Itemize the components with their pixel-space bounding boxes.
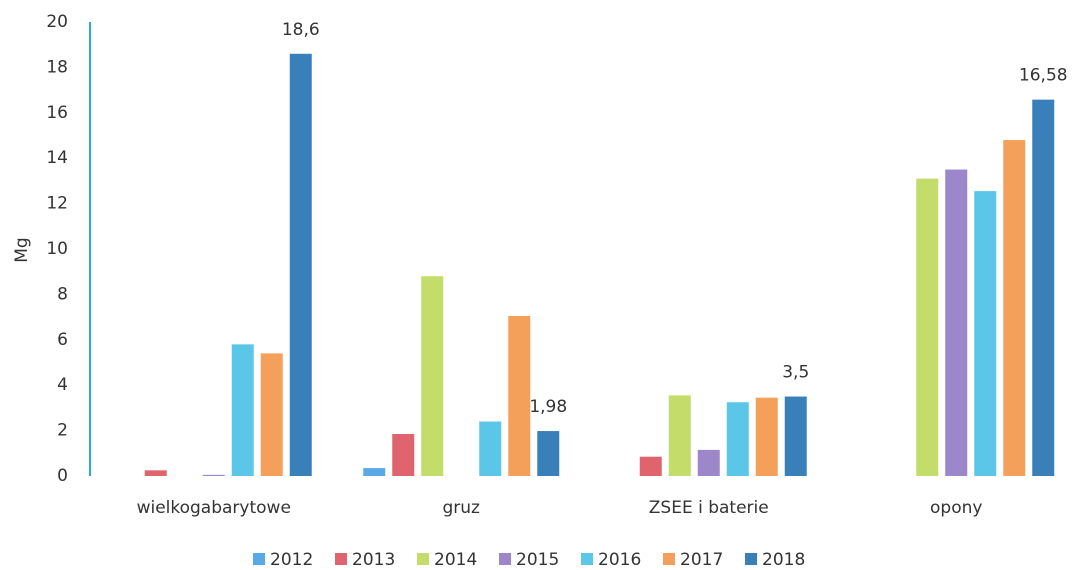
y-axis-label: Mg <box>12 237 32 262</box>
data-label: 3,5 <box>782 363 809 383</box>
bar <box>727 402 749 476</box>
bar <box>421 276 443 476</box>
bar <box>640 457 662 476</box>
bar <box>261 353 283 476</box>
bar <box>290 54 312 476</box>
data-label: 16,58 <box>1019 66 1068 86</box>
y-tick-label: 14 <box>46 148 68 168</box>
legend-swatch <box>663 553 675 565</box>
legend-swatch <box>253 553 265 565</box>
legend-label: 2013 <box>352 550 395 570</box>
bar <box>669 395 691 476</box>
data-label: 1,98 <box>529 397 567 417</box>
bar <box>363 468 385 476</box>
bar <box>945 170 967 476</box>
x-tick-label: ZSEE i baterie <box>649 498 769 518</box>
bar <box>785 397 807 476</box>
bar <box>537 431 559 476</box>
bar <box>479 422 501 476</box>
bar <box>756 398 778 476</box>
bar <box>508 316 530 476</box>
y-tick-label: 10 <box>46 239 68 259</box>
bar <box>1032 100 1054 476</box>
bar <box>392 434 414 476</box>
legend-label: 2016 <box>598 550 641 570</box>
y-tick-label: 20 <box>46 12 68 32</box>
y-tick-label: 16 <box>46 103 68 123</box>
y-tick-label: 4 <box>57 375 68 395</box>
legend-label: 2012 <box>270 550 313 570</box>
legend-label: 2014 <box>434 550 477 570</box>
y-tick-label: 8 <box>57 284 68 304</box>
bar <box>203 475 225 476</box>
legend-label: 2018 <box>762 550 805 570</box>
legend-swatch <box>335 553 347 565</box>
bar <box>232 344 254 476</box>
legend-swatch <box>417 553 429 565</box>
x-tick-label: opony <box>930 498 982 518</box>
y-tick-label: 0 <box>57 466 68 486</box>
x-tick-label: gruz <box>443 498 481 518</box>
bar <box>974 191 996 476</box>
chart: Mg 0 2 4 6 8 10 12 14 16 18 20 wielkogabarytowe 18,6… <box>0 0 1079 570</box>
legend-label: 2017 <box>680 550 723 570</box>
legend-swatch <box>499 553 511 565</box>
bar <box>916 179 938 476</box>
legend-swatch <box>745 553 757 565</box>
legend-swatch <box>581 553 593 565</box>
bar <box>1003 140 1025 476</box>
y-tick-label: 6 <box>57 330 68 350</box>
y-tick-label: 2 <box>57 421 68 441</box>
legend-label: 2015 <box>516 550 559 570</box>
bar <box>145 470 167 476</box>
data-label: 18,6 <box>282 20 320 40</box>
x-tick-label: wielkogabarytowe <box>137 498 291 518</box>
bar <box>698 450 720 476</box>
y-tick-label: 18 <box>46 57 68 77</box>
y-tick-label: 12 <box>46 194 68 214</box>
